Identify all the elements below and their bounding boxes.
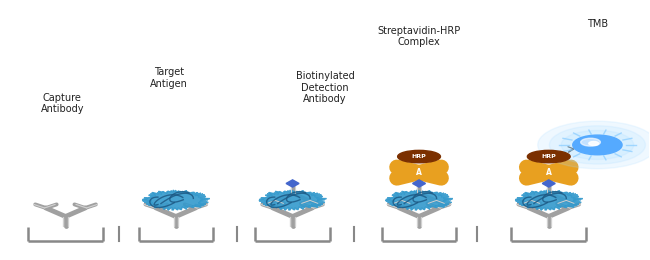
Text: Biotinylated
Detection
Antibody: Biotinylated Detection Antibody bbox=[296, 71, 354, 104]
Text: Target
Antigen: Target Antigen bbox=[150, 67, 188, 89]
Polygon shape bbox=[286, 180, 299, 187]
Text: TMB: TMB bbox=[587, 19, 608, 29]
Circle shape bbox=[580, 138, 601, 146]
Circle shape bbox=[561, 131, 634, 159]
Text: A: A bbox=[416, 168, 422, 177]
Text: A: A bbox=[546, 168, 552, 177]
Polygon shape bbox=[515, 190, 582, 210]
Polygon shape bbox=[413, 180, 426, 187]
Text: Capture
Antibody: Capture Antibody bbox=[40, 93, 84, 114]
Polygon shape bbox=[542, 180, 555, 187]
Ellipse shape bbox=[527, 150, 570, 163]
Polygon shape bbox=[385, 190, 453, 210]
Circle shape bbox=[589, 141, 599, 145]
Ellipse shape bbox=[398, 150, 441, 163]
Polygon shape bbox=[259, 190, 326, 210]
Circle shape bbox=[573, 135, 622, 155]
Text: HRP: HRP bbox=[541, 154, 556, 159]
Circle shape bbox=[549, 126, 645, 164]
Text: Streptavidin-HRP
Complex: Streptavidin-HRP Complex bbox=[378, 26, 461, 47]
Text: HRP: HRP bbox=[411, 154, 426, 159]
Polygon shape bbox=[142, 190, 210, 210]
Circle shape bbox=[538, 121, 650, 169]
